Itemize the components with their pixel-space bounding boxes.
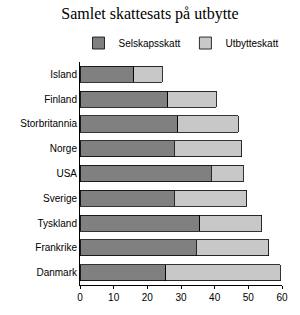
svg-text:Norge: Norge — [50, 143, 78, 154]
svg-text:20: 20 — [142, 292, 154, 303]
svg-text:Finland: Finland — [44, 94, 77, 105]
svg-text:60: 60 — [276, 292, 288, 303]
svg-text:USA: USA — [56, 168, 77, 179]
svg-text:Utbytteskatt: Utbytteskatt — [225, 38, 278, 49]
svg-text:30: 30 — [175, 292, 187, 303]
svg-text:Storbritannia: Storbritannia — [20, 118, 77, 129]
svg-text:40: 40 — [209, 292, 221, 303]
svg-text:Island: Island — [50, 69, 77, 80]
svg-text:Frankrike: Frankrike — [35, 242, 77, 253]
svg-text:Tyskland: Tyskland — [38, 218, 77, 229]
svg-text:Danmark: Danmark — [36, 267, 78, 278]
svg-text:Samlet skattesats på utbytte: Samlet skattesats på utbytte — [61, 5, 238, 23]
svg-text:50: 50 — [243, 292, 255, 303]
svg-text:0: 0 — [77, 292, 83, 303]
svg-text:10: 10 — [108, 292, 120, 303]
svg-text:Selskapsskatt: Selskapsskatt — [119, 38, 181, 49]
svg-text:Sverige: Sverige — [43, 193, 77, 204]
